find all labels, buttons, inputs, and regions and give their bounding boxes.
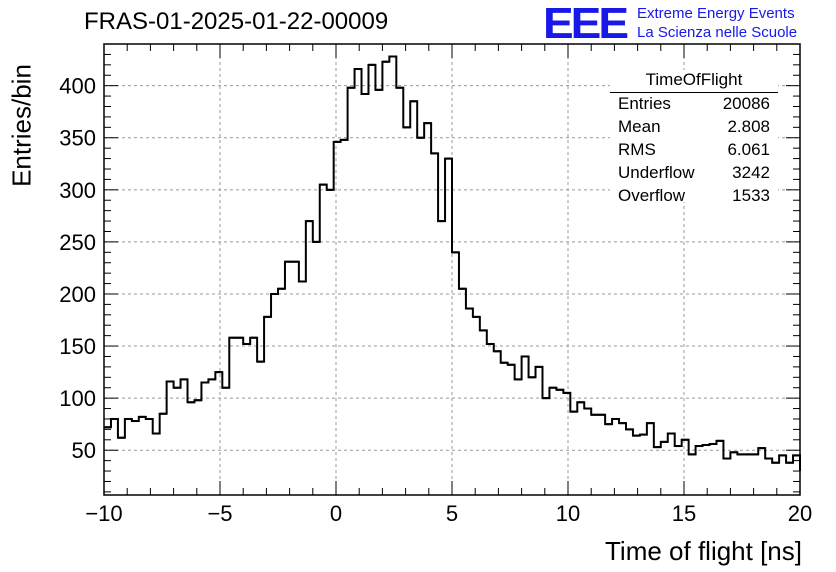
stat-name: Overflow [618,186,686,205]
histogram-series [104,55,801,472]
y-tick-label: 150 [59,334,96,359]
y-tick-label: 200 [59,282,96,307]
stat-value: 3242 [732,163,770,182]
logo-line-1: Extreme Energy Events [637,5,795,22]
stats-divider [610,92,778,93]
stat-name: RMS [618,140,656,159]
stat-name: Underflow [618,163,695,182]
logo-line-2: La Scienza nelle Scuole [637,24,798,41]
x-tick-label: 20 [788,501,812,526]
y-tick-label: 400 [59,74,96,99]
stats-title: TimeOfFlight [645,70,743,89]
stat-row-underflow: Underflow 3242 [618,163,770,185]
stat-value: 1533 [732,186,770,205]
y-tick-label: 50 [72,438,96,463]
x-tick-label: −10 [85,501,122,526]
x-tick-label: 0 [330,501,342,526]
x-tick-label: 10 [556,501,580,526]
y-tick-label: 300 [59,178,96,203]
x-axis-label: Time of flight [ns] [605,536,802,566]
x-tick-label: 5 [446,501,458,526]
x-tick-label: −5 [207,501,232,526]
chart-title: FRAS-01-2025-01-22-00009 [84,8,389,35]
stat-value: 2.808 [727,117,770,136]
stat-row-entries: Entries 20086 [618,94,770,116]
stats-box: TimeOfFlight Entries 20086 Mean 2.808 RM… [610,70,778,205]
stat-name: Entries [618,94,671,113]
eee-logo: EEE [543,0,629,48]
stat-row-rms: RMS 6.061 [618,140,770,162]
logo-caption: Extreme Energy Events La Scienza nelle S… [637,4,797,42]
stat-name: Mean [618,117,661,136]
stat-row-overflow: Overflow 1533 [618,186,770,208]
x-tick-label: 15 [672,501,696,526]
axis-ticks [103,43,801,495]
y-tick-label: 350 [59,126,96,151]
stat-row-mean: Mean 2.808 [618,117,770,139]
y-tick-label: 250 [59,230,96,255]
stat-value: 6.061 [727,140,770,159]
y-axis-label: Entries/bin [6,64,37,187]
y-tick-label: 100 [59,386,96,411]
stat-value: 20086 [722,94,770,113]
tick-labels: −10 −5 0 5 10 15 20 50 100 150 200 250 300 350 400 [59,74,812,526]
